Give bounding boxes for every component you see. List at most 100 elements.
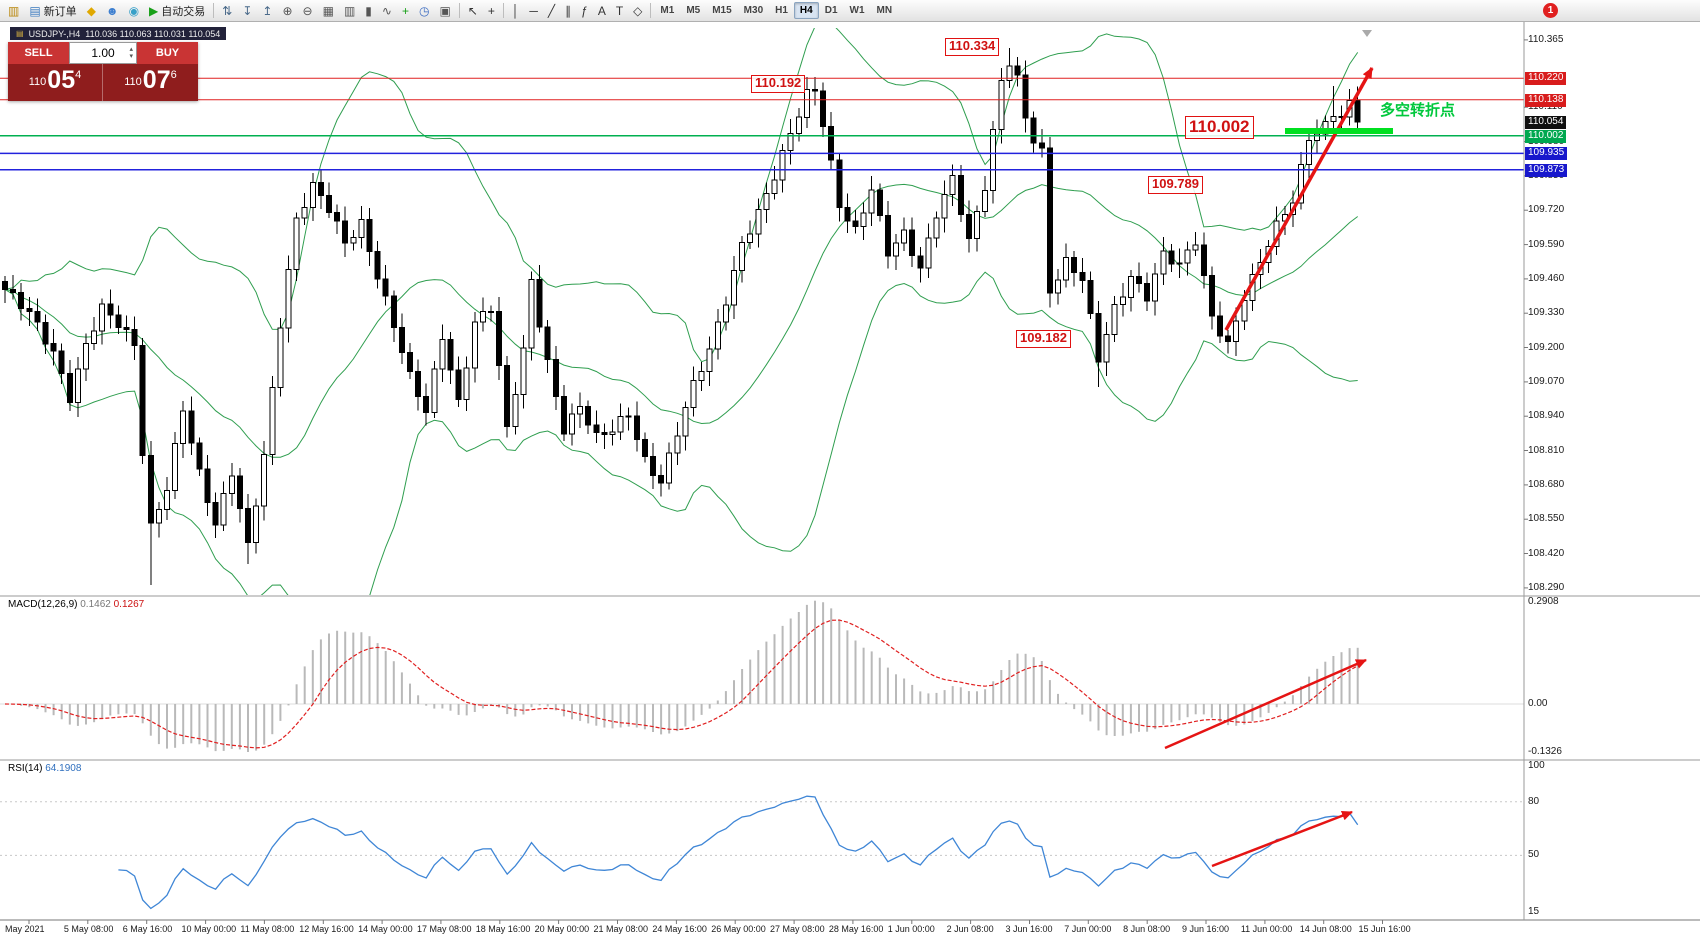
chart-window-icon: ▥ <box>8 3 20 18</box>
trend-arrow-main[interactable] <box>1224 67 1374 331</box>
mql-market-icon[interactable]: ◆ <box>82 0 101 21</box>
toolbar-separator <box>458 3 460 18</box>
one-click-trading-panel: SELL 1.00 ▴ ▾ BUY 110 05 4 110 07 6 <box>8 42 198 101</box>
line-chart-icon[interactable]: ∿ <box>377 0 397 21</box>
notification-badge[interactable]: 1 <box>1543 3 1558 18</box>
data-window-icon[interactable]: ⇅ <box>217 0 237 21</box>
mql-market-icon: ◆ <box>86 3 96 18</box>
metaquotes-icon[interactable]: ◉ <box>124 0 144 21</box>
lot-size-field[interactable]: 1.00 ▴ ▾ <box>69 42 137 64</box>
timeframe-m30-button[interactable]: M30 <box>743 5 764 16</box>
community-icon[interactable]: ☻ <box>101 0 124 21</box>
cursor-icon[interactable]: ↖ <box>463 0 483 21</box>
bar-chart-icon[interactable]: ▥ <box>339 0 360 21</box>
sell-price[interactable]: 110 05 4 <box>8 64 103 101</box>
timeframe-m15-button[interactable]: M15 <box>712 5 732 16</box>
channel-icon[interactable]: ∥ <box>560 0 576 21</box>
tile-windows-icon[interactable]: ▦ <box>318 0 339 21</box>
timeframe-m1-button[interactable]: M1 <box>660 5 675 16</box>
symbol-info-bar[interactable]: ▤ USDJPY-,H4 110.036 110.063 110.031 110… <box>10 27 227 40</box>
sell-price-prefix: 110 <box>28 76 47 88</box>
buy-price-pip: 6 <box>170 69 177 81</box>
toolbar-separator <box>502 3 504 18</box>
timeframe-d1-button[interactable]: D1 <box>824 5 838 16</box>
horizontal-line-icon: ─ <box>529 3 538 18</box>
new-order-icon: ▤ <box>29 3 41 18</box>
label-icon: T <box>615 3 624 18</box>
period-icon[interactable]: ◷ <box>414 0 434 21</box>
toolbar-items: ▥ ▤ 新订单 ◆ ☻ ◉ ▶ 自动交易 ⇅ ↧ ↥ ⊕ ⊖ ▦ ▥ ▮ ∿ + ◷ ▣ ↖ + │ ─ ╱ ∥ ƒ A T ◇ M1 M5 M… <box>3 0 898 21</box>
crosshair-icon[interactable]: + <box>483 0 500 21</box>
fibonacci-icon: ƒ <box>581 3 588 18</box>
sell-price-main: 05 <box>47 66 76 94</box>
candlestick-chart-icon[interactable]: ▮ <box>360 0 377 21</box>
main-price-pane <box>2 28 1361 595</box>
buy-button[interactable]: BUY <box>137 42 198 64</box>
timeframe-m5-button[interactable]: M5 <box>686 5 701 16</box>
timeframe-h1-button[interactable]: H1 <box>775 5 788 16</box>
auto-trading-button[interactable]: ▶ 自动交易 <box>144 0 210 21</box>
support-zone-highlight[interactable] <box>1285 128 1393 134</box>
zoom-in-icon[interactable]: ⊕ <box>277 0 297 21</box>
macd-indicator-label: MACD(12,26,9) 0.1462 0.1267 <box>8 599 144 610</box>
buy-price-prefix: 110 <box>124 76 142 88</box>
rsi-name: RSI(14) <box>8 763 43 774</box>
trend-arrow-macd[interactable] <box>1164 658 1367 750</box>
lot-decrease-button[interactable]: ▾ <box>129 53 133 60</box>
shapes-icon: ◇ <box>633 3 643 18</box>
horizontal-line-icon[interactable]: ─ <box>524 0 543 21</box>
macd-name: MACD(12,26,9) <box>8 599 78 610</box>
sell-button[interactable]: SELL <box>8 42 69 64</box>
navigator-icon: ↥ <box>262 3 273 18</box>
new-order-button-label: 新订单 <box>43 5 77 18</box>
label-icon[interactable]: T <box>611 0 628 21</box>
template-icon[interactable]: ▣ <box>434 0 455 21</box>
macd-value-1: 0.1462 <box>80 599 111 610</box>
timeframe-mn-button[interactable]: MN <box>876 5 893 16</box>
add-indicator-icon: + <box>401 3 409 18</box>
chart-window-icon[interactable]: ▥ <box>3 0 24 21</box>
timeframe-w1-button[interactable]: W1 <box>849 5 865 16</box>
symbol-name: USDJPY-,H4 <box>28 28 81 39</box>
turning-point-note: 多空转折点 <box>1380 102 1456 119</box>
symbol-ohlc: 110.036 110.063 110.031 110.054 <box>85 28 221 39</box>
macd-histogram <box>12 600 1359 752</box>
macd-signal-line <box>4 619 1358 749</box>
period-icon: ◷ <box>418 3 430 18</box>
trendline-icon: ╱ <box>547 3 556 18</box>
text-icon[interactable]: A <box>593 0 611 21</box>
lot-increase-button[interactable]: ▴ <box>129 46 133 53</box>
vertical-line-icon: │ <box>511 3 520 18</box>
crosshair-icon: + <box>487 3 495 18</box>
trend-arrow-rsi[interactable] <box>1211 810 1353 868</box>
template-icon: ▣ <box>439 3 451 18</box>
add-indicator-icon[interactable]: + <box>397 0 414 21</box>
navigator-icon[interactable]: ↥ <box>257 0 277 21</box>
vertical-line-icon[interactable]: │ <box>507 0 525 21</box>
zoom-out-icon: ⊖ <box>302 3 313 18</box>
channel-icon: ∥ <box>565 3 572 18</box>
auto-trading-icon: ▶ <box>149 3 159 18</box>
data-window-icon: ⇅ <box>222 3 233 18</box>
shapes-icon[interactable]: ◇ <box>628 0 647 21</box>
buy-price[interactable]: 110 07 6 <box>103 64 198 101</box>
chart-shift-marker[interactable] <box>1362 30 1372 37</box>
trendline-icon[interactable]: ╱ <box>543 0 560 21</box>
lot-size-value: 1.00 <box>91 46 115 60</box>
market-watch-icon[interactable]: ↧ <box>237 0 257 21</box>
timeframe-h4-button[interactable]: H4 <box>793 2 819 19</box>
market-watch-icon: ↧ <box>242 3 253 18</box>
auto-trading-button-label: 自动交易 <box>161 5 206 18</box>
tile-windows-icon: ▦ <box>322 3 334 18</box>
fibonacci-icon[interactable]: ƒ <box>576 0 593 21</box>
candlestick-chart-icon: ▮ <box>365 3 372 18</box>
text-icon: A <box>597 3 606 18</box>
chart-icon: ▤ <box>16 29 24 38</box>
new-order-button[interactable]: ▤ 新订单 <box>24 0 81 21</box>
zoom-out-icon[interactable]: ⊖ <box>298 0 318 21</box>
toolbar-separator <box>213 3 215 18</box>
candlesticks <box>2 48 1361 586</box>
zoom-in-icon: ⊕ <box>282 3 293 18</box>
macd-value-2: 0.1267 <box>113 599 145 610</box>
